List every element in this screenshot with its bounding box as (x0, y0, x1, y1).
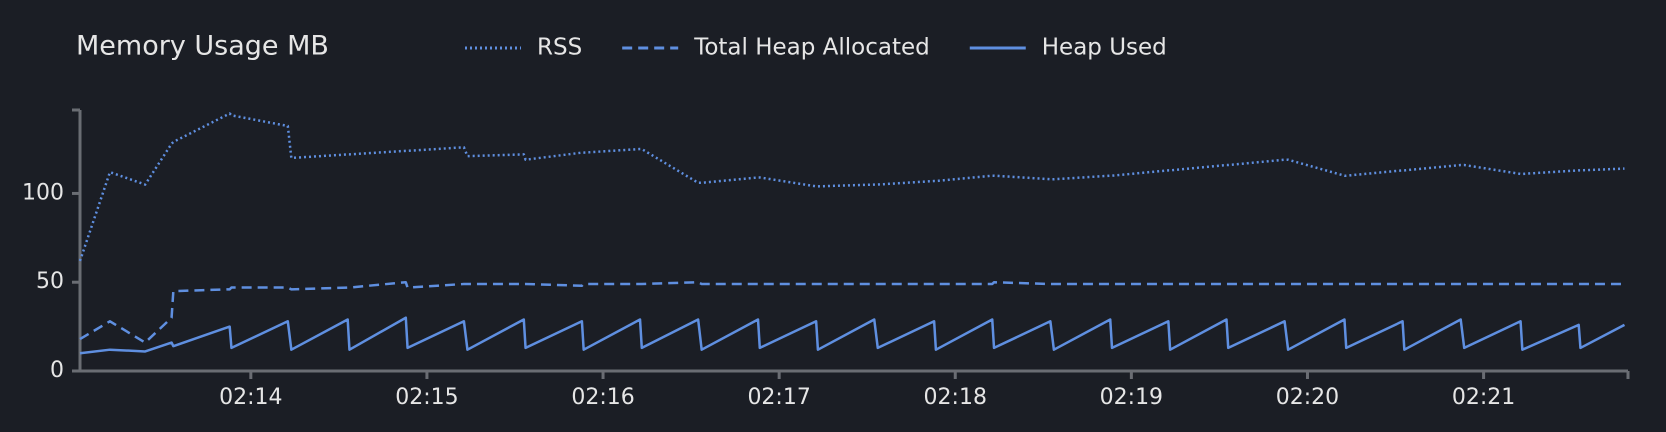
y-tick-label: 100 (22, 180, 64, 205)
x-tick-label: 02:14 (219, 385, 282, 410)
legend-label: Total Heap Allocated (693, 35, 930, 61)
x-tick-label: 02:20 (1276, 385, 1339, 410)
x-tick-label: 02:15 (395, 385, 458, 410)
y-tick-label: 0 (50, 358, 64, 383)
x-tick-label: 02:18 (924, 385, 987, 410)
legend-label: RSS (537, 35, 582, 61)
legend-label: Heap Used (1042, 35, 1167, 61)
series-line (79, 280, 1625, 344)
y-tick-label: 50 (36, 269, 64, 294)
x-tick-label: 02:21 (1452, 385, 1515, 410)
series-line (79, 316, 1626, 355)
chart-title: Memory Usage MB (76, 31, 329, 62)
series-line (78, 112, 1625, 262)
x-tick-label: 02:17 (747, 385, 810, 410)
x-tick-label: 02:19 (1100, 385, 1163, 410)
x-tick-label: 02:16 (571, 385, 634, 410)
legend: RSS Total Heap Allocated Heap Used (465, 35, 1167, 61)
